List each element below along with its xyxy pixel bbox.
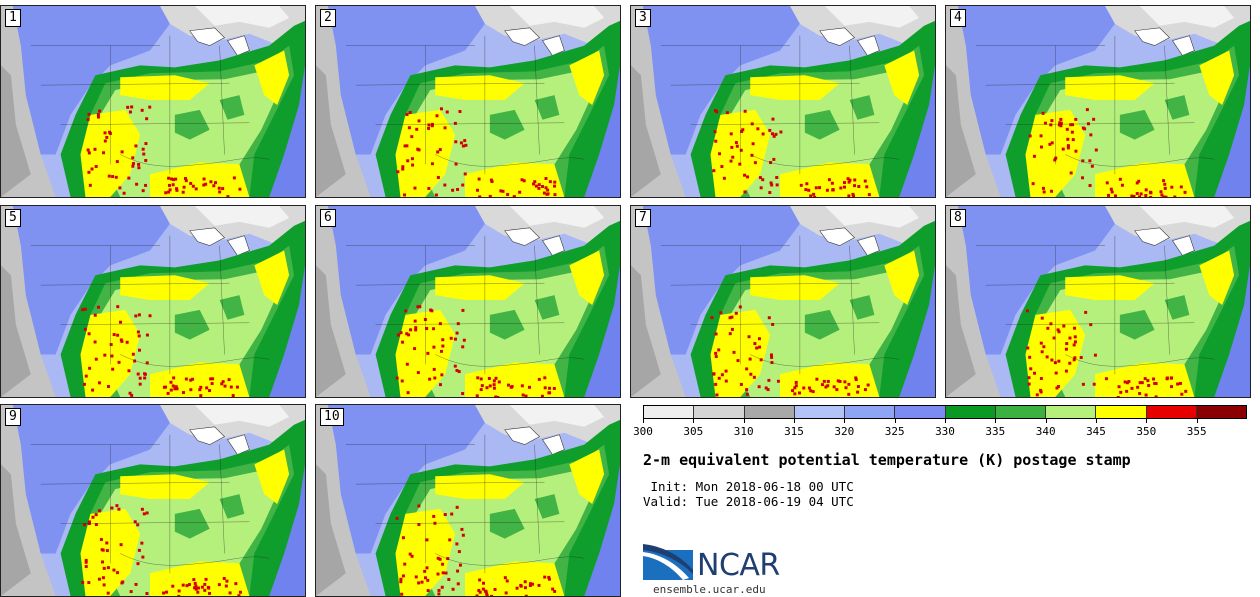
colorbar-segment <box>794 406 845 418</box>
temperature-map <box>316 206 620 397</box>
ncar-logo-text: NCAR <box>697 548 780 583</box>
map-panel: 2 <box>315 5 621 198</box>
map-panel: 3 <box>630 5 936 198</box>
temperature-map <box>946 6 1250 197</box>
panel-number: 7 <box>635 209 651 227</box>
colorbar-tick-label: 320 <box>834 425 855 438</box>
temperature-map <box>631 6 935 197</box>
map-panel: 6 <box>315 205 621 398</box>
colorbar-tick-label: 350 <box>1136 425 1157 438</box>
colorbar-tick-label: 345 <box>1086 425 1106 438</box>
colorbar-tick-label: 310 <box>733 425 754 438</box>
panel-number: 6 <box>320 209 336 227</box>
colorbar-tick-mark <box>894 419 896 423</box>
colorbar-tick-label: 355 <box>1186 425 1207 438</box>
panel-number: 4 <box>950 9 966 27</box>
colorbar-tick-label: 335 <box>985 425 1006 438</box>
colorbar-tick-label: 340 <box>1035 425 1056 438</box>
colorbar-tick-label: 330 <box>935 425 955 438</box>
colorbar-segment <box>1096 406 1147 418</box>
temperature-map <box>1 405 305 596</box>
panel-number: 3 <box>635 9 651 27</box>
colorbar-segment <box>694 406 745 418</box>
colorbar-tick-mark <box>743 419 745 423</box>
panel-number: 5 <box>5 209 21 227</box>
ncar-logo-icon <box>643 544 693 580</box>
figure-title: 2-m equivalent potential temperature (K)… <box>643 451 1131 469</box>
temperature-map <box>316 6 620 197</box>
colorbar-segment <box>895 406 946 418</box>
colorbar-tick-mark <box>693 419 695 423</box>
panel-number: 1 <box>5 9 21 27</box>
temperature-map <box>631 206 935 397</box>
colorbar-tick-label: 305 <box>683 425 704 438</box>
panel-number: 9 <box>5 408 21 426</box>
temperature-map <box>316 405 620 596</box>
colorbar-tick-mark <box>643 419 644 423</box>
colorbar-segment <box>1146 406 1197 418</box>
temperature-map <box>1 6 305 197</box>
colorbar: 300 305 310 315 320 325 330 335 340 345 350 355 <box>632 405 1254 445</box>
map-panel: 8 <box>945 205 1251 398</box>
colorbar-tick-mark <box>1045 419 1047 423</box>
colorbar-segment <box>744 406 795 418</box>
colorbar-swatches <box>643 405 1247 419</box>
colorbar-tick-mark <box>844 419 846 423</box>
colorbar-segment <box>644 406 695 418</box>
colorbar-segment <box>845 406 896 418</box>
panel-number: 2 <box>320 9 336 27</box>
panel-number: 10 <box>320 408 344 426</box>
panel-number: 8 <box>950 209 966 227</box>
colorbar-segment <box>1196 406 1246 418</box>
map-panel: 5 <box>0 205 306 398</box>
map-panel: 7 <box>630 205 936 398</box>
temperature-map <box>946 206 1250 397</box>
colorbar-tick-mark <box>995 419 997 423</box>
colorbar-tick-mark <box>945 419 946 423</box>
colorbar-tick-mark <box>794 419 795 423</box>
map-panel: 1 <box>0 5 306 198</box>
map-panel: 10 <box>315 404 621 597</box>
valid-time: Valid: Tue 2018-06-19 04 UTC <box>643 494 854 509</box>
colorbar-tick-mark <box>1196 419 1198 423</box>
map-panel: 4 <box>945 5 1251 198</box>
colorbar-tick-mark <box>1146 419 1148 423</box>
colorbar-segment <box>945 406 996 418</box>
init-time: Init: Mon 2018-06-18 00 UTC <box>643 479 854 494</box>
colorbar-segment <box>1046 406 1097 418</box>
temperature-map <box>1 206 305 397</box>
colorbar-tick-mark <box>1096 419 1097 423</box>
colorbar-tick-label: 325 <box>884 425 905 438</box>
colorbar-tick-label: 315 <box>784 425 804 438</box>
colorbar-tick-label: 300 <box>633 425 653 438</box>
map-panel: 9 <box>0 404 306 597</box>
site-url: ensemble.ucar.edu <box>653 583 766 596</box>
colorbar-segment <box>995 406 1046 418</box>
